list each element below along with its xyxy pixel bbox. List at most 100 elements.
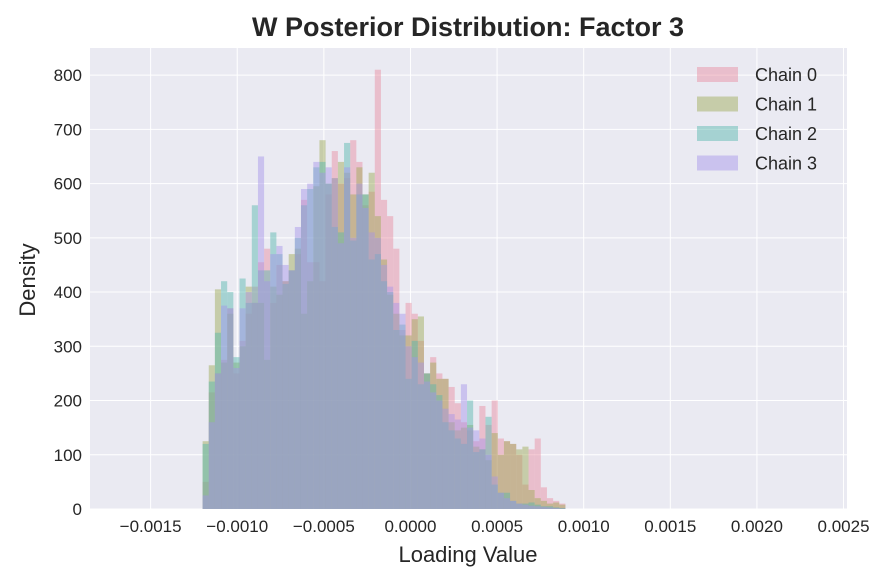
histogram-bar xyxy=(319,281,326,509)
histogram-bar xyxy=(276,245,283,510)
histogram-bar xyxy=(411,357,418,509)
histogram-bar xyxy=(430,357,437,509)
histogram-bar xyxy=(233,373,240,509)
histogram-bar xyxy=(362,194,369,509)
histogram-bar xyxy=(282,281,289,509)
histogram-bar xyxy=(288,254,295,509)
histogram-bar xyxy=(362,194,369,509)
histogram-bar xyxy=(264,270,271,509)
histogram-bar xyxy=(368,259,375,509)
histogram-bar xyxy=(214,373,222,509)
histogram-bar xyxy=(337,161,345,510)
histogram-bar xyxy=(430,392,437,509)
histogram-bar xyxy=(448,422,455,509)
histogram-bar xyxy=(467,400,474,509)
histogram-bar xyxy=(257,302,265,509)
legend-item-chain-2[interactable]: Chain 2 xyxy=(697,124,817,144)
histogram-bar xyxy=(276,264,283,509)
x-tick-label: 0.0005 xyxy=(471,517,523,536)
histogram-bar xyxy=(221,281,228,509)
histogram-bar xyxy=(522,503,529,509)
histogram-bar xyxy=(442,378,449,509)
y-tick-label: 800 xyxy=(54,66,82,85)
legend-item-chain-0[interactable]: Chain 0 xyxy=(697,65,817,85)
histogram-bar xyxy=(208,381,215,509)
histogram-bar xyxy=(257,270,265,509)
histogram-bar xyxy=(350,237,357,509)
x-tick-label: 0.0000 xyxy=(384,517,436,536)
histogram-bar xyxy=(417,340,424,509)
histogram-bar xyxy=(516,503,523,509)
histogram-bar xyxy=(344,142,351,510)
histogram-bar xyxy=(313,161,320,510)
histogram-bar xyxy=(221,305,228,509)
histogram-bar xyxy=(405,378,412,509)
histogram-bar xyxy=(288,270,295,509)
histogram-bar xyxy=(251,205,258,509)
histogram-bar xyxy=(239,346,246,509)
histogram-bar xyxy=(546,498,554,509)
histogram-bar xyxy=(270,254,277,509)
legend-item-chain-3[interactable]: Chain 3 xyxy=(697,154,817,174)
histogram-bar xyxy=(430,362,437,509)
histogram-bar xyxy=(405,335,412,509)
series-0-bars xyxy=(202,69,566,510)
legend-label: Chain 3 xyxy=(755,154,817,174)
histogram-bar xyxy=(282,281,289,509)
legend-swatch xyxy=(697,126,738,141)
histogram-bar xyxy=(270,302,277,509)
histogram-bar xyxy=(208,392,215,509)
histogram-bar xyxy=(559,507,566,509)
histogram-bar xyxy=(245,292,252,509)
legend-item-chain-1[interactable]: Chain 1 xyxy=(697,95,817,115)
histogram-bar xyxy=(282,264,289,509)
histogram-bar xyxy=(503,441,511,509)
histogram-bar xyxy=(214,332,222,509)
histogram-bar xyxy=(405,346,412,509)
histogram-bar xyxy=(288,270,295,509)
histogram-bar xyxy=(411,313,418,509)
histogram-bar xyxy=(497,492,504,509)
histogram-bar xyxy=(221,359,228,509)
y-tick-label: 500 xyxy=(54,229,82,248)
histogram-bar xyxy=(387,294,394,509)
histogram-bar xyxy=(221,362,228,509)
y-tick-label: 100 xyxy=(54,446,82,465)
y-tick-label: 400 xyxy=(54,283,82,302)
histogram-bar xyxy=(516,449,523,509)
histogram-bar xyxy=(325,167,332,510)
histogram-bar xyxy=(227,292,234,509)
histogram-bar xyxy=(546,506,554,509)
histogram-bar xyxy=(417,362,424,509)
x-axis-ticks: −0.0015 −0.0010 −0.0005 0.0000 0.0005 0.0010 0… xyxy=(120,517,870,536)
histogram-bar xyxy=(491,476,498,509)
histogram-bar xyxy=(356,183,363,509)
histogram-bar xyxy=(393,248,400,509)
histogram-bar xyxy=(374,254,381,509)
histogram-bar xyxy=(491,484,498,509)
histogram-bar xyxy=(380,259,388,509)
histogram-bar xyxy=(436,395,443,509)
histogram-bar xyxy=(356,161,363,510)
histogram-bar xyxy=(202,481,209,509)
histogram-bar xyxy=(497,454,504,509)
legend[interactable]: Chain 0 Chain 1 Chain 2 Chain 3 xyxy=(697,65,817,174)
histogram-bar xyxy=(510,443,517,509)
histogram-bar xyxy=(534,498,541,509)
histogram-bar xyxy=(245,286,252,509)
histogram-bar xyxy=(399,324,406,509)
histogram-bar xyxy=(227,308,234,509)
histogram-bar xyxy=(233,362,240,509)
histogram-bar xyxy=(423,373,431,509)
histogram-bar xyxy=(374,69,381,509)
histogram-bar xyxy=(245,313,252,509)
histogram-bar xyxy=(380,199,388,509)
histogram-bar xyxy=(300,313,308,509)
histogram-bar xyxy=(368,191,375,510)
histogram-bar xyxy=(497,438,504,509)
histogram-bar xyxy=(251,302,258,509)
histogram-bar xyxy=(245,302,252,509)
histogram-bar xyxy=(503,441,511,509)
histogram-bar xyxy=(405,302,412,509)
histogram-bar xyxy=(417,316,424,509)
